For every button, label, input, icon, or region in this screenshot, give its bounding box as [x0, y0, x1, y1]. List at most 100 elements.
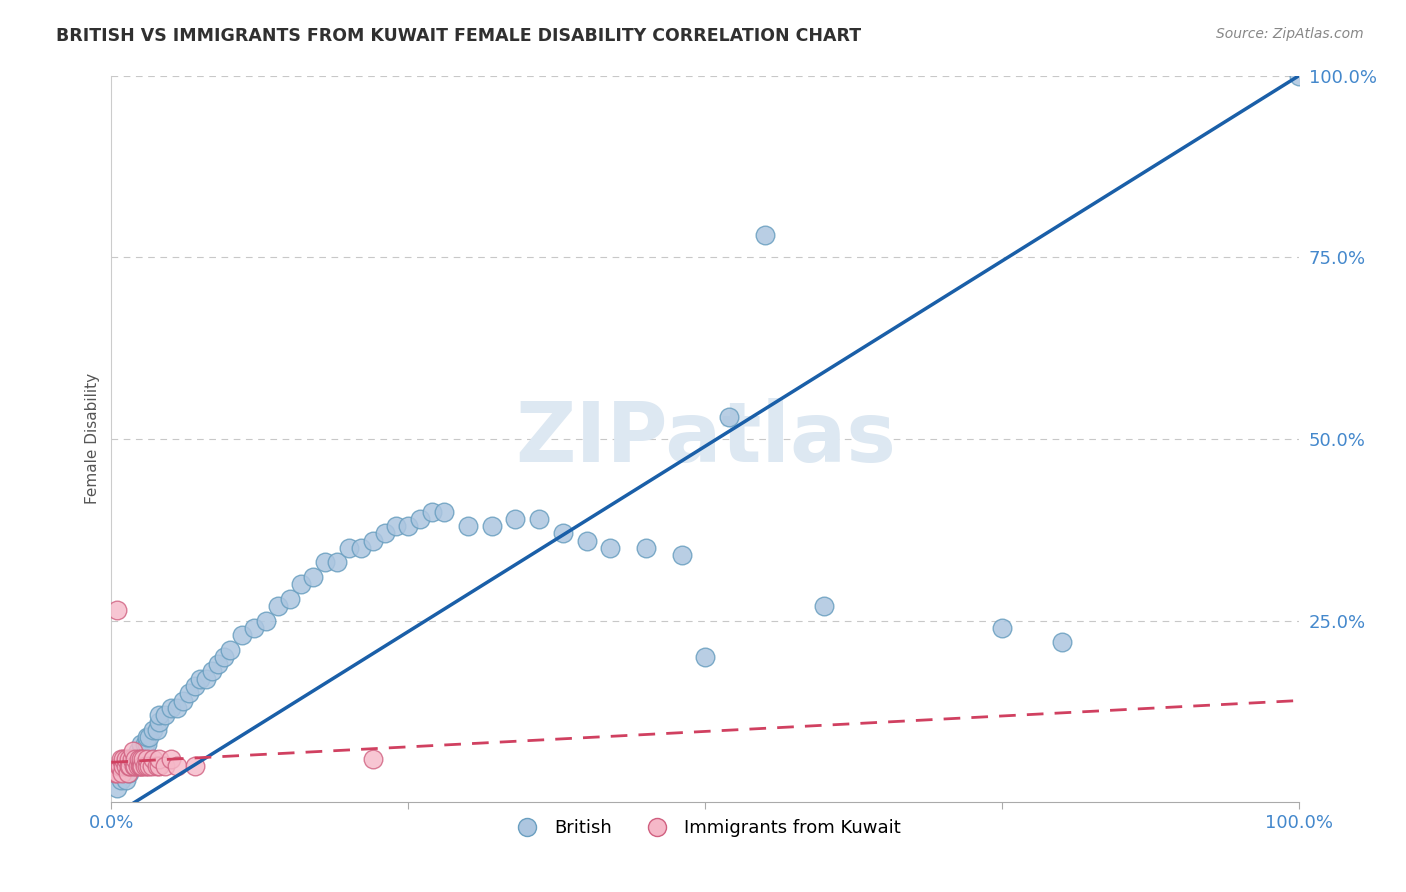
- Point: [136, 737, 159, 751]
- Point: [145, 759, 167, 773]
- Point: [385, 519, 408, 533]
- Point: [166, 759, 188, 773]
- Point: [118, 752, 141, 766]
- Point: [148, 759, 170, 773]
- Point: [350, 541, 373, 555]
- Point: [118, 766, 141, 780]
- Point: [190, 672, 212, 686]
- Point: [267, 599, 290, 613]
- Point: [159, 752, 181, 766]
- Point: [183, 759, 205, 773]
- Point: [754, 228, 776, 243]
- Point: [141, 759, 163, 773]
- Point: [108, 759, 131, 773]
- Point: [136, 752, 159, 766]
- Point: [177, 686, 200, 700]
- Point: [105, 602, 128, 616]
- Point: [212, 649, 235, 664]
- Point: [153, 708, 176, 723]
- Point: [128, 752, 150, 766]
- Point: [527, 512, 550, 526]
- Point: [124, 752, 146, 766]
- Point: [132, 752, 155, 766]
- Point: [114, 759, 136, 773]
- Point: [433, 505, 456, 519]
- Point: [129, 752, 152, 766]
- Point: [599, 541, 621, 555]
- Point: [124, 759, 146, 773]
- Point: [148, 708, 170, 723]
- Point: [409, 512, 432, 526]
- Point: [634, 541, 657, 555]
- Point: [138, 759, 160, 773]
- Point: [112, 766, 135, 780]
- Point: [671, 548, 693, 562]
- Point: [129, 759, 152, 773]
- Point: [991, 621, 1014, 635]
- Point: [159, 700, 181, 714]
- Point: [104, 766, 127, 780]
- Point: [813, 599, 835, 613]
- Point: [131, 759, 153, 773]
- Point: [290, 577, 312, 591]
- Point: [117, 766, 139, 780]
- Point: [134, 737, 156, 751]
- Point: [231, 628, 253, 642]
- Point: [134, 759, 156, 773]
- Point: [201, 665, 224, 679]
- Point: [114, 752, 136, 766]
- Point: [105, 780, 128, 795]
- Point: [127, 759, 149, 773]
- Point: [219, 642, 242, 657]
- Point: [129, 759, 152, 773]
- Point: [420, 505, 443, 519]
- Point: [121, 752, 143, 766]
- Point: [122, 759, 145, 773]
- Point: [127, 744, 149, 758]
- Point: [195, 672, 218, 686]
- Point: [718, 410, 741, 425]
- Point: [136, 759, 159, 773]
- Point: [145, 723, 167, 737]
- Point: [551, 526, 574, 541]
- Point: [142, 752, 165, 766]
- Point: [136, 730, 159, 744]
- Point: [110, 752, 132, 766]
- Point: [110, 773, 132, 788]
- Point: [118, 759, 141, 773]
- Text: BRITISH VS IMMIGRANTS FROM KUWAIT FEMALE DISABILITY CORRELATION CHART: BRITISH VS IMMIGRANTS FROM KUWAIT FEMALE…: [56, 27, 862, 45]
- Point: [314, 556, 336, 570]
- Point: [172, 693, 194, 707]
- Point: [111, 766, 134, 780]
- Point: [118, 759, 141, 773]
- Point: [278, 591, 301, 606]
- Point: [166, 700, 188, 714]
- Point: [243, 621, 266, 635]
- Y-axis label: Female Disability: Female Disability: [86, 374, 100, 505]
- Point: [124, 752, 146, 766]
- Point: [337, 541, 360, 555]
- Point: [121, 744, 143, 758]
- Point: [207, 657, 229, 672]
- Point: [148, 715, 170, 730]
- Point: [396, 519, 419, 533]
- Point: [112, 759, 135, 773]
- Point: [138, 730, 160, 744]
- Point: [503, 512, 526, 526]
- Point: [112, 752, 135, 766]
- Text: ZIPatlas: ZIPatlas: [515, 399, 896, 479]
- Point: [374, 526, 396, 541]
- Point: [326, 556, 349, 570]
- Point: [114, 773, 136, 788]
- Point: [1050, 635, 1073, 649]
- Point: [120, 759, 142, 773]
- Point: [254, 614, 277, 628]
- Point: [302, 570, 325, 584]
- Legend: British, Immigrants from Kuwait: British, Immigrants from Kuwait: [502, 812, 908, 844]
- Point: [457, 519, 479, 533]
- Point: [121, 759, 143, 773]
- Point: [142, 723, 165, 737]
- Point: [361, 752, 384, 766]
- Point: [361, 533, 384, 548]
- Point: [183, 679, 205, 693]
